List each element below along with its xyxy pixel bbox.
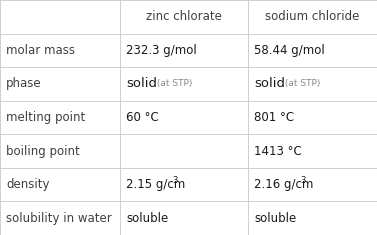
Text: 2.16 g/cm: 2.16 g/cm bbox=[254, 178, 313, 191]
Text: solid: solid bbox=[254, 77, 285, 90]
Text: 60 °C: 60 °C bbox=[126, 111, 159, 124]
Text: (at STP): (at STP) bbox=[154, 79, 192, 88]
Text: sodium chloride: sodium chloride bbox=[265, 10, 360, 23]
Text: 232.3 g/mol: 232.3 g/mol bbox=[126, 44, 197, 57]
Text: 1413 °C: 1413 °C bbox=[254, 145, 302, 158]
Text: soluble: soluble bbox=[254, 212, 296, 225]
Text: 3: 3 bbox=[300, 176, 305, 185]
Text: zinc chlorate: zinc chlorate bbox=[146, 10, 222, 23]
Text: (at STP): (at STP) bbox=[282, 79, 320, 88]
Text: soluble: soluble bbox=[126, 212, 168, 225]
Text: molar mass: molar mass bbox=[6, 44, 75, 57]
Text: 58.44 g/mol: 58.44 g/mol bbox=[254, 44, 325, 57]
Text: solubility in water: solubility in water bbox=[6, 212, 112, 225]
Text: melting point: melting point bbox=[6, 111, 85, 124]
Text: phase: phase bbox=[6, 77, 41, 90]
Text: 3: 3 bbox=[172, 176, 177, 185]
Text: 2.15 g/cm: 2.15 g/cm bbox=[126, 178, 185, 191]
Text: boiling point: boiling point bbox=[6, 145, 80, 158]
Text: density: density bbox=[6, 178, 49, 191]
Text: 801 °C: 801 °C bbox=[254, 111, 294, 124]
Text: solid: solid bbox=[126, 77, 157, 90]
